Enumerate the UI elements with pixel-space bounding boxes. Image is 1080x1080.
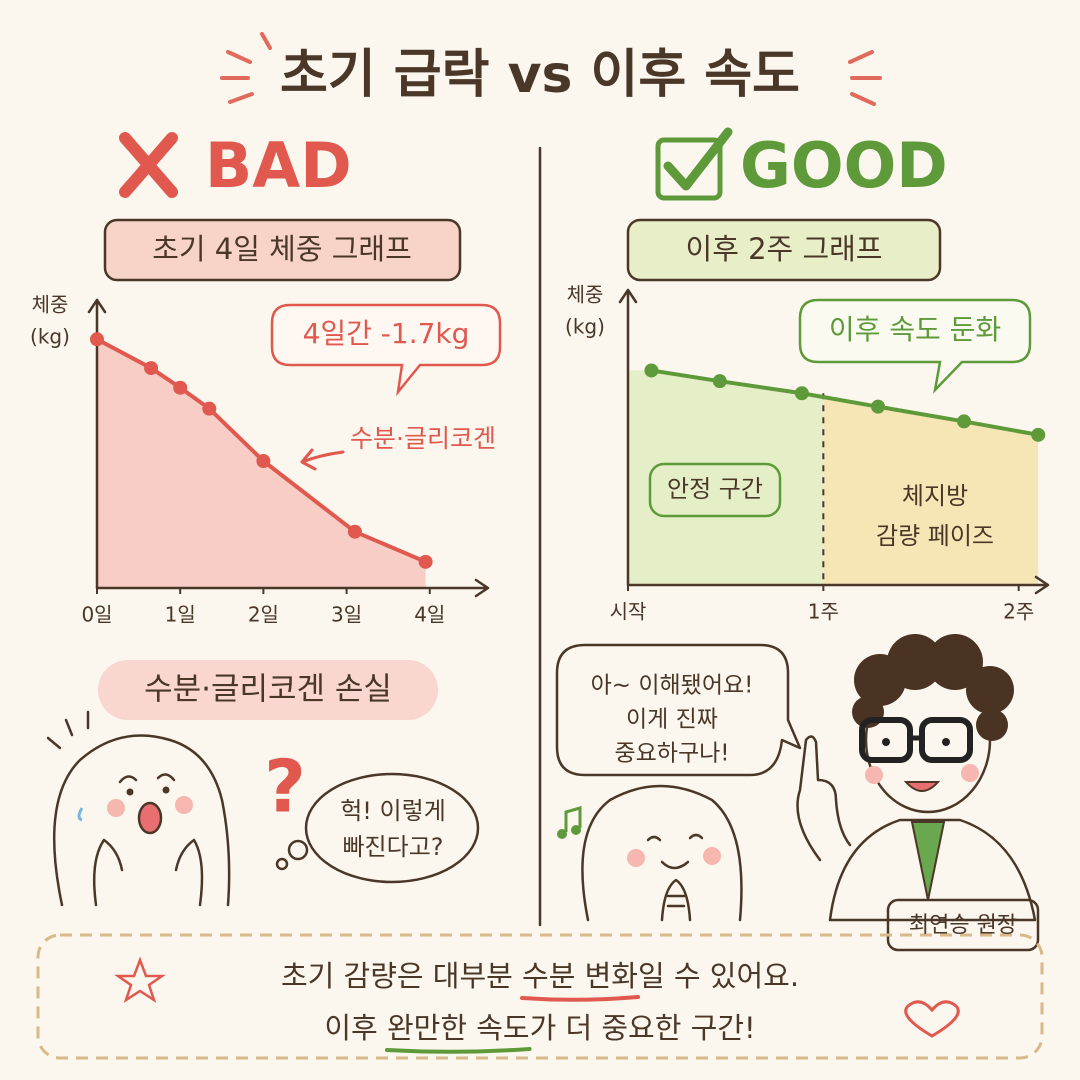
caption: 수분·글리코겐 손실 <box>144 672 392 708</box>
footer-underline <box>520 995 640 1002</box>
y-axis-label: 체중 <box>567 283 604 307</box>
region-label-box <box>648 462 782 518</box>
speech-bubble <box>555 643 802 777</box>
x-icon <box>119 132 178 198</box>
x-tick-label: 1일 <box>165 603 196 627</box>
footer-after: 가 더 중요한 구간! <box>530 1011 756 1045</box>
footer-highlight: 완만한 속도 <box>387 1011 530 1045</box>
data-point <box>202 401 217 416</box>
data-point <box>90 332 104 347</box>
speech-text: 아~ 이해됐어요! <box>591 673 754 699</box>
reaction-text: 빠진다고? <box>342 833 443 861</box>
question-symbol: ? <box>264 745 306 829</box>
data-point <box>173 380 188 395</box>
x-tick-label: 0일 <box>81 603 112 627</box>
verdict-label: BAD <box>205 129 352 202</box>
x-tick-label: 2일 <box>248 603 279 627</box>
x-tick-label: 2주 <box>1003 600 1034 624</box>
title-decoration <box>220 32 882 106</box>
star-icon <box>113 956 167 1003</box>
y-axis-label: (kg) <box>30 325 70 349</box>
speech-text: 이게 진짜 <box>626 707 718 733</box>
thought-cloud <box>275 772 480 884</box>
data-point <box>144 361 159 376</box>
data-point <box>644 363 659 378</box>
footer-before: 초기 감량은 대부분 <box>281 959 522 993</box>
region-label: 안정 구간 <box>667 475 763 503</box>
data-point <box>347 524 362 539</box>
reaction-text: 헉! 이렇게 <box>340 797 446 825</box>
note: 수분·글리코겐 <box>350 424 496 453</box>
annotation-bubble <box>798 298 1032 394</box>
happy-character <box>557 784 743 922</box>
data-point <box>794 386 809 401</box>
data-point <box>957 414 971 429</box>
data-point <box>256 454 271 469</box>
name-tag <box>886 898 1040 952</box>
y-axis-label: 체중 <box>32 293 69 317</box>
chart-title-pill <box>626 218 942 282</box>
x-tick-label: 1주 <box>808 600 839 624</box>
annotation-bubble <box>270 303 502 397</box>
data-line <box>651 368 1039 437</box>
annotation: 이후 속도 둔화 <box>829 313 1001 346</box>
check-icon <box>655 127 733 201</box>
annotation: 4일간 -1.7kg <box>303 317 470 350</box>
footer-line: 초기 감량은 대부분 수분 변화일 수 있어요. <box>281 959 799 993</box>
speech-text: 중요하구나! <box>614 741 729 767</box>
chart-title: 이후 2주 그래프 <box>686 232 883 266</box>
footer-before: 이후 <box>324 1011 387 1045</box>
worried-character <box>46 710 231 907</box>
region-label: 감량 페이즈 <box>876 522 994 550</box>
footer-line: 이후 완만한 속도가 더 중요한 구간! <box>324 1011 755 1045</box>
chart-title-pill <box>103 218 462 282</box>
footer-after: 일 수 있어요. <box>638 959 799 993</box>
footer-highlight: 수분 변화 <box>522 959 638 993</box>
region-area <box>628 370 824 585</box>
footer-underline <box>384 1047 532 1054</box>
x-tick-label: 시작 <box>610 600 647 624</box>
footer-box <box>36 933 1044 1060</box>
region-label: 체지방 <box>902 482 968 510</box>
data-point <box>871 399 886 414</box>
chart-title: 초기 4일 체중 그래프 <box>152 232 412 266</box>
note-arrow <box>300 448 345 471</box>
name-tag-text: 최연승 원장 <box>909 913 1017 938</box>
data-point <box>418 554 433 569</box>
data-point <box>712 374 727 389</box>
verdict-label: GOOD <box>740 129 948 202</box>
region-area <box>823 397 1039 585</box>
caption-pill <box>98 660 438 720</box>
y-axis-label: (kg) <box>565 315 605 339</box>
x-tick-label: 3일 <box>331 603 362 627</box>
doctor <box>796 634 1037 922</box>
data-point <box>1031 427 1046 442</box>
heart-icon <box>904 1000 960 1038</box>
page-title: 초기 급락 vs 이후 속도 <box>280 45 800 105</box>
x-tick-label: 4일 <box>414 603 445 627</box>
